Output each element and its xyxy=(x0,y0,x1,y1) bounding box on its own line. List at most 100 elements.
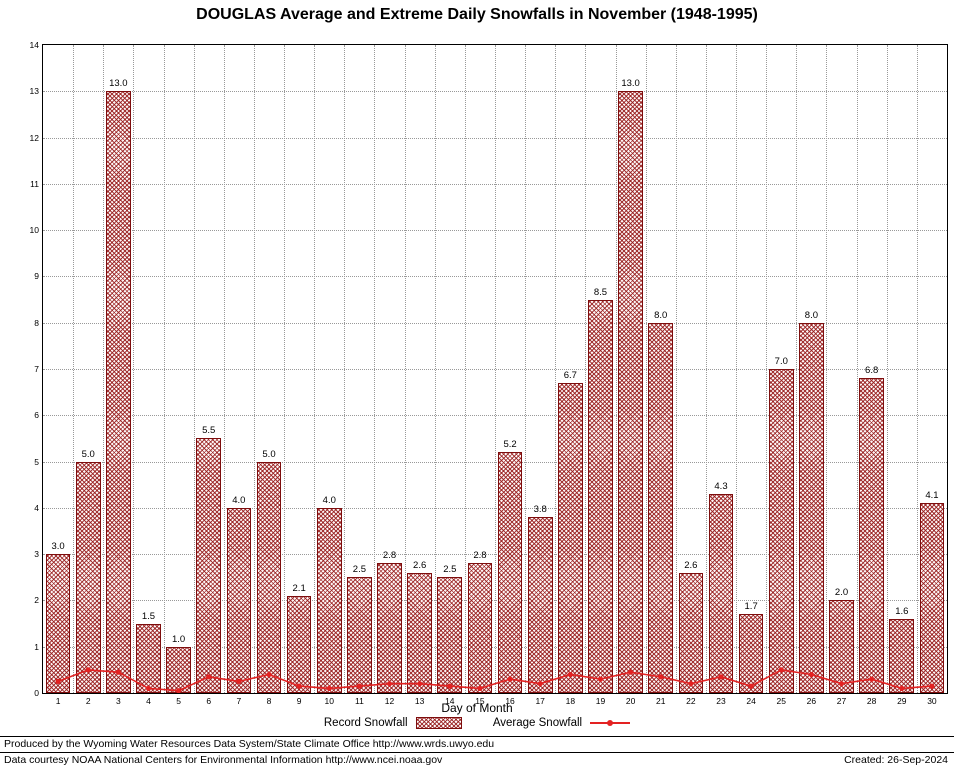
record-snowfall-bar xyxy=(437,577,463,693)
legend-average: Average Snowfall xyxy=(492,717,631,729)
gridline-vertical xyxy=(736,45,738,693)
record-snowfall-bar xyxy=(286,595,312,693)
bar-value-label: 6.7 xyxy=(563,369,577,381)
gridline-vertical xyxy=(645,45,647,693)
gridline-vertical xyxy=(284,45,286,693)
bar-value-label: 4.0 xyxy=(232,494,246,506)
record-snowfall-bar xyxy=(256,461,282,693)
bar-value-label: 3.0 xyxy=(51,541,65,553)
footer-created-date: Created: 26-Sep-2024 xyxy=(844,754,948,766)
plot-area: 0 1 2 3 4 5 6 7 8 9 10 11 12 13 14 1 2 3 4 5 6 7 8 9 10 11 12 13 14 1… xyxy=(30,41,948,706)
x-tick-label: 29 xyxy=(897,696,907,706)
y-tick-label: 12 xyxy=(29,132,39,143)
x-tick-label: 26 xyxy=(806,696,817,706)
bar-value-label: 1.6 xyxy=(895,605,909,617)
gridline-vertical xyxy=(555,45,557,693)
record-snowfall-bar xyxy=(226,507,252,693)
record-snowfall-bar xyxy=(648,322,674,693)
gridline-vertical xyxy=(374,45,376,693)
bar-value-label: 5.0 xyxy=(262,448,276,460)
gridline-vertical xyxy=(253,45,255,693)
bar-value-label: 2.6 xyxy=(684,559,698,571)
gridline-vertical xyxy=(434,45,436,693)
x-tick-label: 9 xyxy=(296,696,302,706)
record-snowfall-bar xyxy=(136,623,161,693)
y-tick-label: 5 xyxy=(34,456,39,467)
x-tick-label: 24 xyxy=(746,696,756,706)
record-snowfall-bar xyxy=(618,91,643,693)
bar-value-label: 2.0 xyxy=(834,587,849,599)
bar-value-label: 5.5 xyxy=(202,425,216,437)
bar-value-label: 5.0 xyxy=(81,448,95,460)
x-tick-label: 22 xyxy=(686,696,696,706)
y-tick-label: 1 xyxy=(34,641,39,652)
bar-value-label: 2.8 xyxy=(382,550,397,562)
bar-value-label: 3.8 xyxy=(533,504,547,516)
y-tick-label: 14 xyxy=(29,40,39,50)
x-tick-label: 30 xyxy=(927,696,937,706)
bar-value-label: 2.6 xyxy=(413,559,427,571)
gridline-vertical xyxy=(675,45,677,693)
y-tick-label: 2 xyxy=(34,595,39,606)
y-tick-label: 0 xyxy=(34,688,39,698)
x-tick-label: 11 xyxy=(354,696,364,706)
x-tick-label: 3 xyxy=(115,696,121,706)
x-tick-label: 27 xyxy=(836,696,847,706)
record-snowfall-bar xyxy=(75,461,101,693)
legend-average-label: Average Snowfall xyxy=(492,717,583,729)
record-snowfall-bar xyxy=(196,438,222,693)
record-snowfall-bar xyxy=(678,572,704,693)
footer: Produced by the Wyoming Water Resources … xyxy=(0,736,954,768)
record-snowfall-bar xyxy=(859,378,884,693)
bar-value-label: 2.5 xyxy=(443,564,457,576)
bar-value-label: 2.5 xyxy=(352,564,366,576)
footer-produced-text: Produced by the Wyoming Water Resources … xyxy=(4,738,495,750)
record-snowfall-bar xyxy=(829,600,854,693)
x-tick-label: 28 xyxy=(866,696,877,706)
gridline-vertical xyxy=(916,45,918,693)
record-snowfall-bar xyxy=(377,563,402,693)
x-tick-label: 10 xyxy=(324,696,334,706)
record-snowfall-bar xyxy=(407,572,432,693)
bar-value-label: 6.8 xyxy=(865,365,879,377)
record-snowfall-bar xyxy=(708,493,734,693)
record-snowfall-bar xyxy=(45,554,71,693)
gridline-vertical xyxy=(133,45,135,693)
bar-value-label: 8.0 xyxy=(654,309,668,321)
x-tick-label: 20 xyxy=(625,696,636,706)
y-tick-label: 4 xyxy=(34,502,39,513)
x-tick-label: 19 xyxy=(595,696,606,706)
record-snowfall-bar xyxy=(347,577,372,693)
y-tick-label: 9 xyxy=(34,271,39,282)
gridline-vertical xyxy=(796,45,798,693)
x-tick-label: 18 xyxy=(565,696,576,706)
record-snowfall-bar xyxy=(316,507,342,693)
chart-title: DOUGLAS Average and Extreme Daily Snowfa… xyxy=(196,6,758,23)
x-tick-label: 12 xyxy=(384,696,395,706)
bar-value-label: 1.7 xyxy=(744,601,758,613)
gridline-vertical xyxy=(344,45,346,693)
record-snowfall-bar xyxy=(889,618,915,693)
x-tick-label: 25 xyxy=(776,696,786,706)
x-axis-label: Day of Month xyxy=(441,701,513,715)
record-snowfall-bar xyxy=(557,382,583,693)
x-tick-label: 14 xyxy=(445,696,455,706)
y-tick-label: 13 xyxy=(29,86,39,97)
bar-value-label: 8.5 xyxy=(593,286,608,298)
bar-value-label: 4.0 xyxy=(322,494,336,506)
bar-value-label: 5.2 xyxy=(503,439,517,451)
bar-value-label: 4.1 xyxy=(925,490,939,502)
gridline-vertical xyxy=(163,45,165,693)
gridline-vertical xyxy=(525,45,527,693)
x-tick-label: 16 xyxy=(505,696,515,706)
footer-line-1: Produced by the Wyoming Water Resources … xyxy=(0,736,954,752)
bar-value-label: 4.3 xyxy=(714,480,728,492)
bar-value-label: 2.1 xyxy=(292,582,306,594)
x-tick-label: 15 xyxy=(475,696,485,706)
gridline-vertical xyxy=(193,45,195,693)
bar-value-label: 13.0 xyxy=(621,78,640,90)
x-tick-label: 17 xyxy=(535,696,545,706)
record-snowfall-bar xyxy=(768,369,794,693)
gridline-vertical xyxy=(464,45,466,693)
bar-value-label: 2.8 xyxy=(473,550,487,562)
